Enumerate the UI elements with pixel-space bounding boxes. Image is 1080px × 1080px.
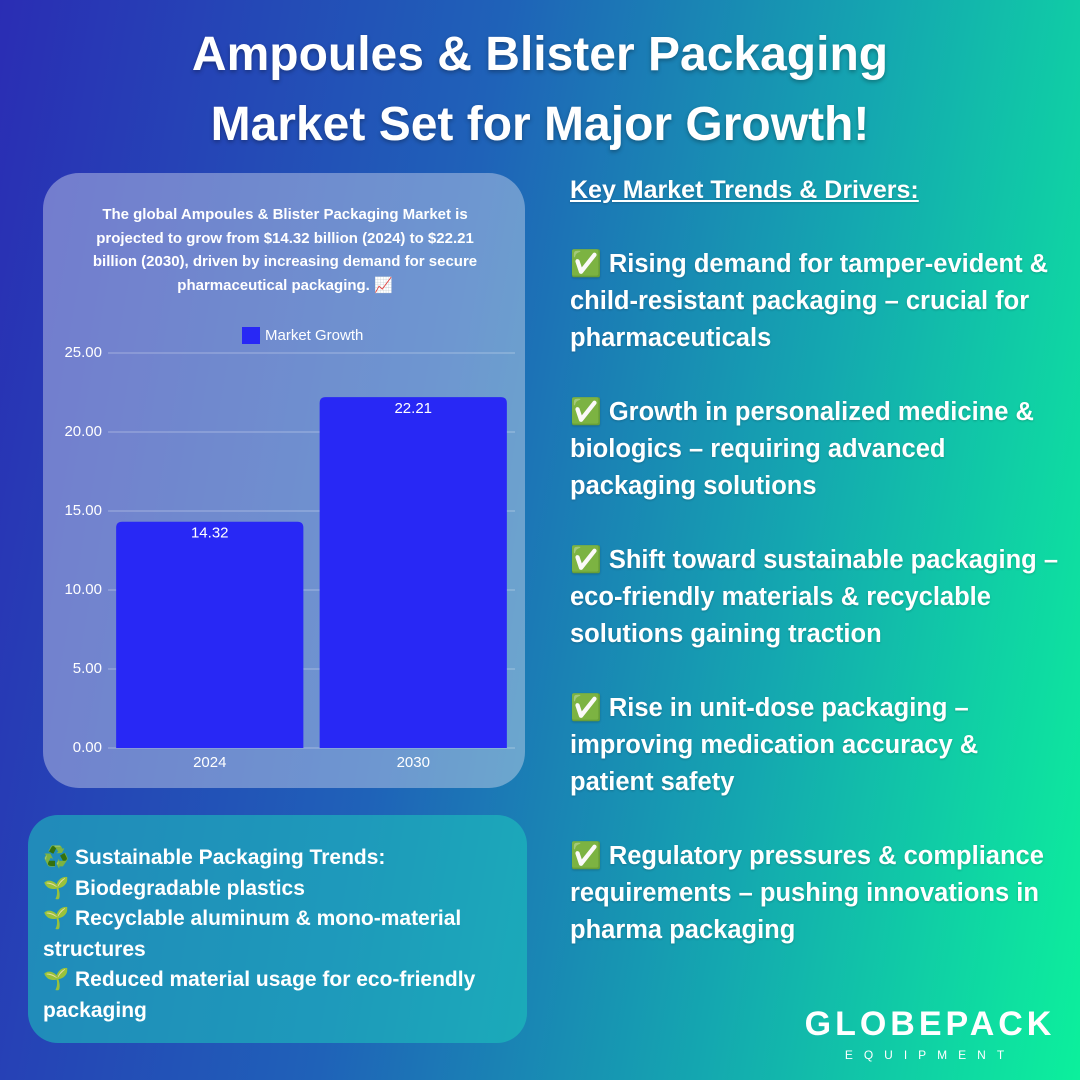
title-line: Ampoules & Blister Packaging <box>191 28 889 81</box>
y-tick-label: 20.00 <box>64 423 102 440</box>
value-label: 14.32 <box>191 525 229 542</box>
brand-tagline: EQUIPMENT <box>844 1048 1016 1062</box>
title-line: Market Set for Major Growth! <box>210 98 870 151</box>
brand: GLOBEPACK EQUIPMENT <box>800 1005 1060 1062</box>
y-tick-label: 25.00 <box>64 344 102 361</box>
chart-title: The global Ampoules & Blister Packaging … <box>92 206 478 294</box>
trends-heading: Key Market Trends & Drivers: <box>570 176 919 204</box>
trend-item: ✅ Regulatory pressures & compliance requ… <box>570 842 1044 944</box>
y-tick-label: 15.00 <box>64 502 102 519</box>
brand-name: GLOBEPACK <box>804 1005 1056 1043</box>
sustainable-box: ♻️ Sustainable Packaging Trends: 🌱 Biodeg… <box>28 815 527 1043</box>
y-tick-label: 0.00 <box>73 739 102 756</box>
sustainable-item: 🌱 Recyclable aluminum & mono-material st… <box>43 907 462 961</box>
legend-label: Market Growth <box>265 327 363 344</box>
trend-item: ✅ Growth in personalized medicine & biol… <box>570 398 1034 500</box>
trends: Key Market Trends & Drivers: ✅ Rising de… <box>570 172 1060 986</box>
x-tick-label: 2030 <box>397 754 430 771</box>
x-tick-label: 2024 <box>193 754 226 771</box>
title: Ampoules & Blister Packaging Market Set … <box>0 20 1080 160</box>
trend-item: ✅ Shift toward sustainable packaging – e… <box>570 546 1059 648</box>
sustainable-item: 🌱 Biodegradable plastics <box>43 876 305 900</box>
y-tick-label: 5.00 <box>73 660 102 677</box>
bar <box>319 397 507 748</box>
y-tick-label: 10.00 <box>64 581 102 598</box>
legend-swatch <box>242 327 260 344</box>
sustainable-item: 🌱 Reduced material usage for eco-friendl… <box>43 968 476 1022</box>
trend-item: ✅ Rise in unit-dose packaging – improvin… <box>570 694 979 796</box>
value-label: 22.21 <box>394 400 432 417</box>
bar <box>116 521 304 748</box>
trend-item: ✅ Rising demand for tamper-evident & chi… <box>570 250 1049 352</box>
sustainable-item: ♻️ Sustainable Packaging Trends: <box>43 846 386 869</box>
